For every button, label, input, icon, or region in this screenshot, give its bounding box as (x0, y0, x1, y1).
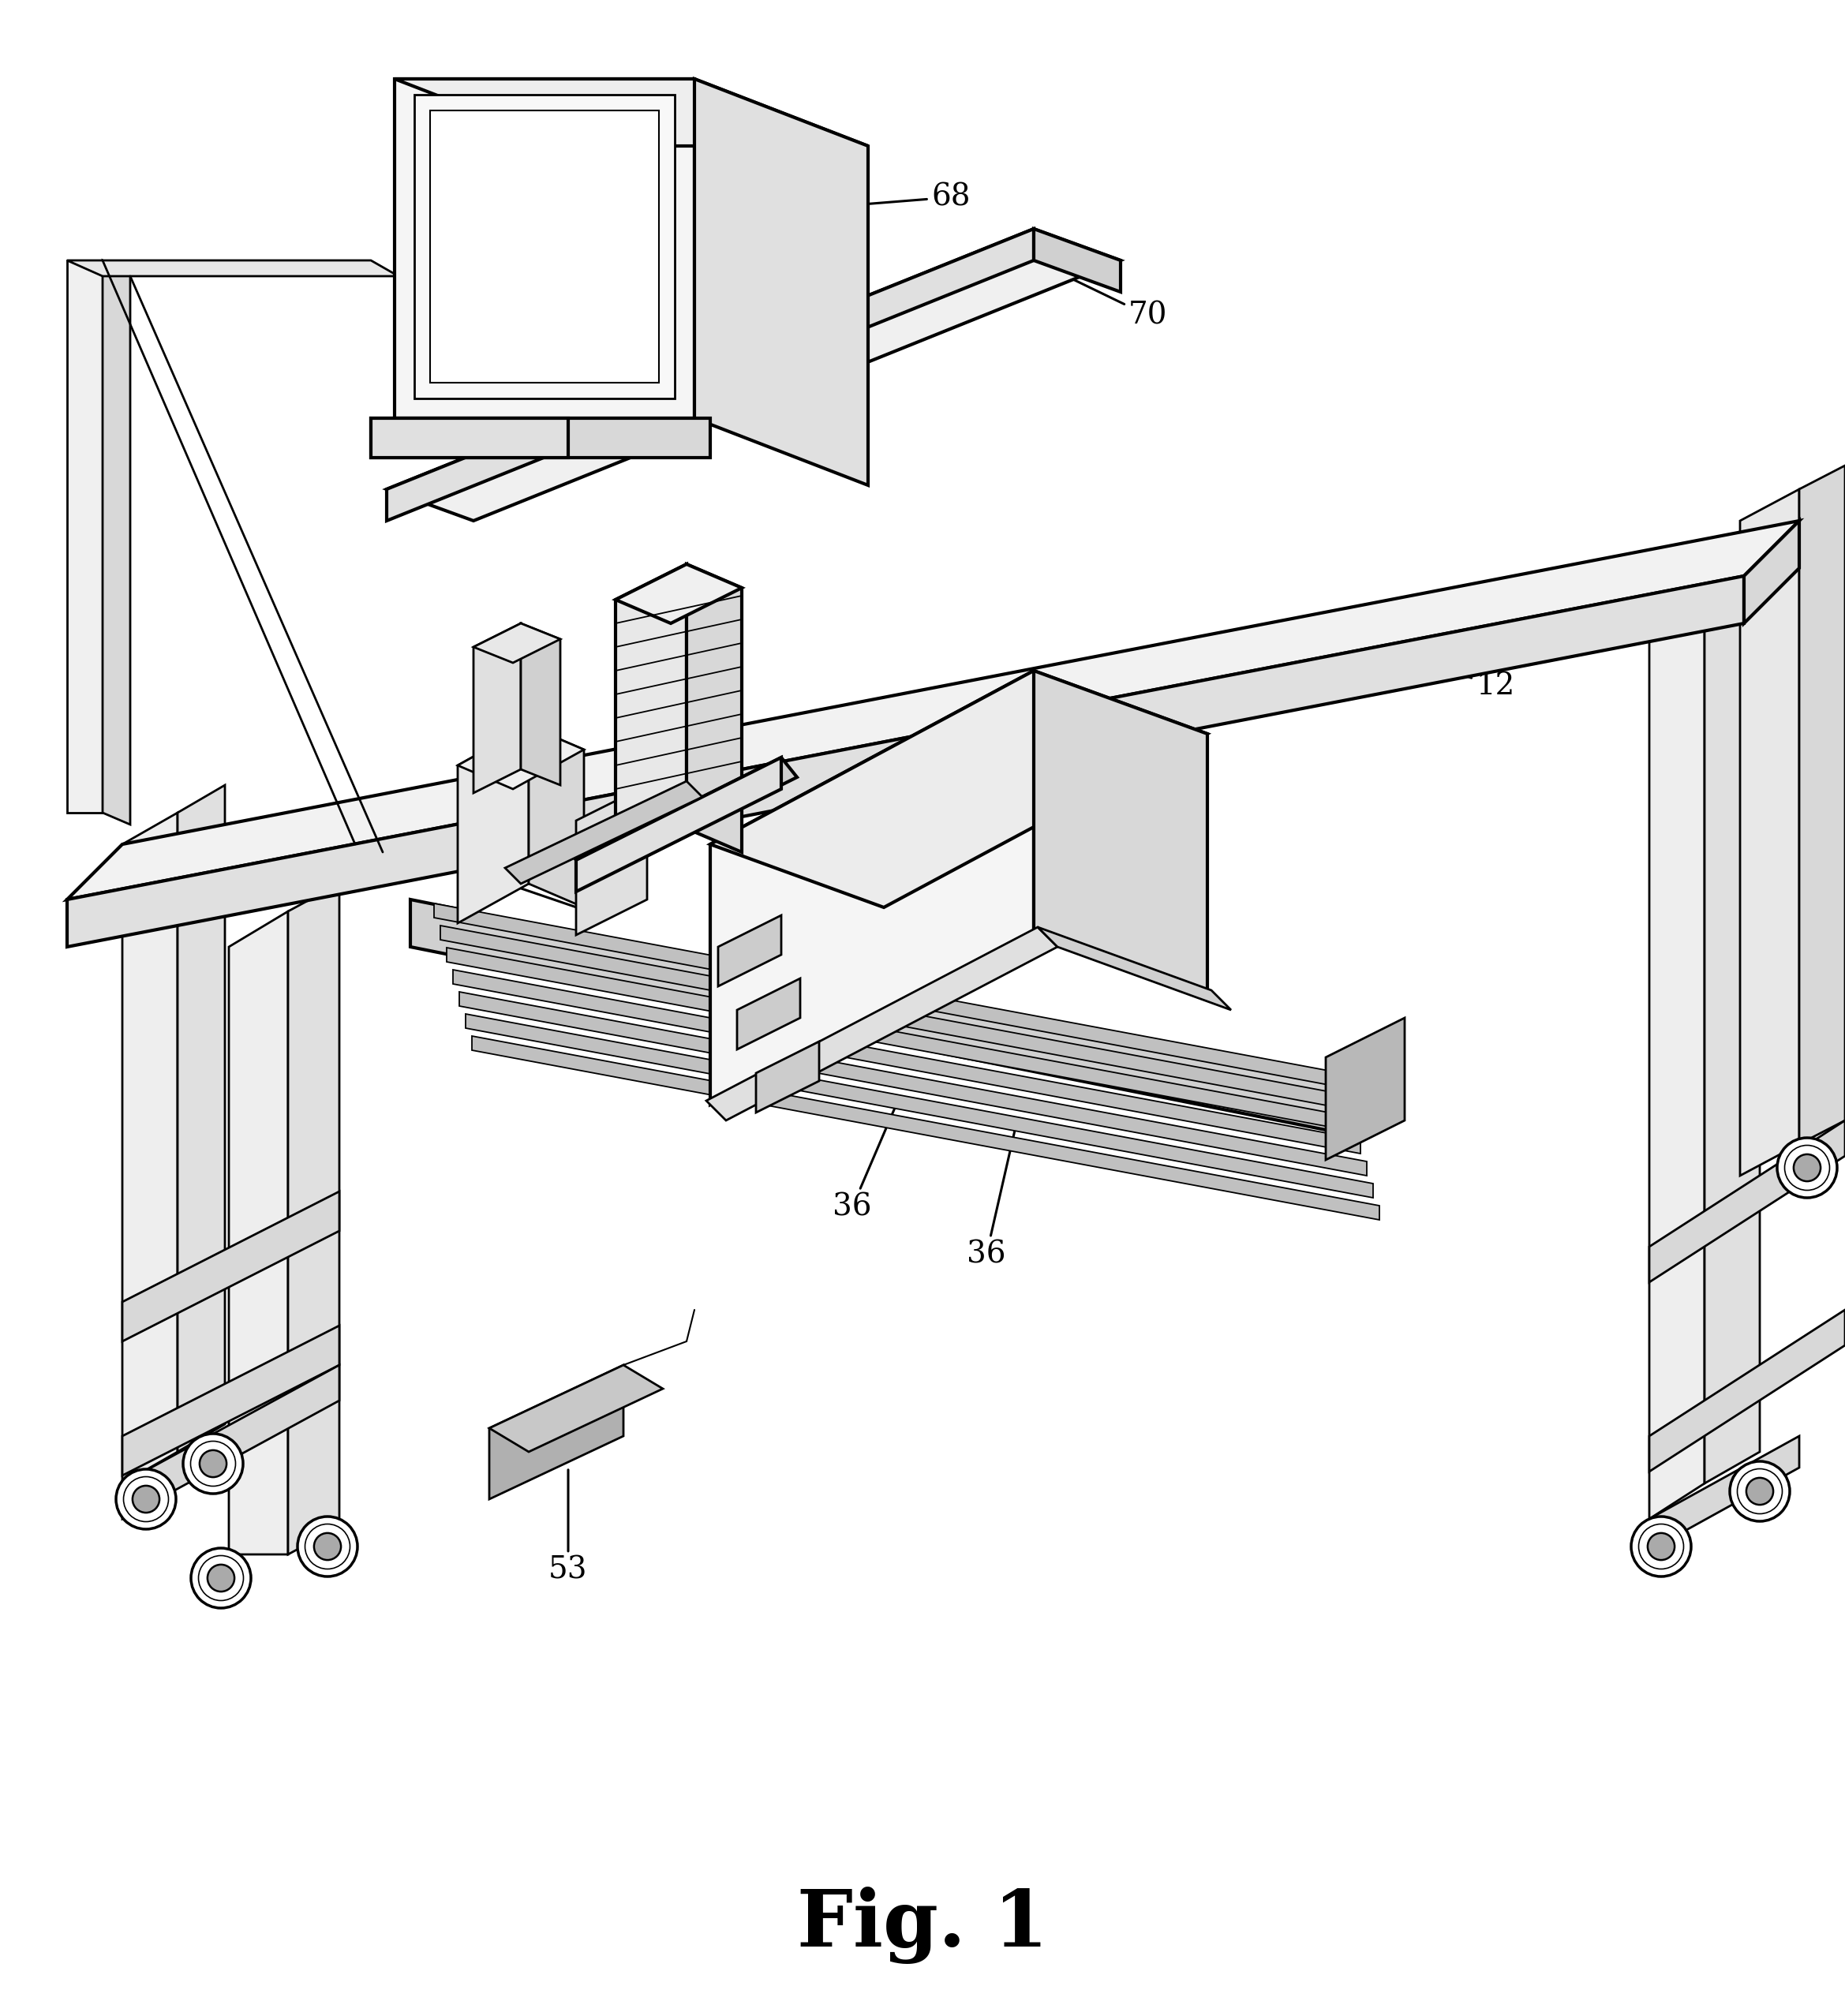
Text: 14: 14 (886, 758, 1033, 796)
Polygon shape (694, 79, 867, 486)
Polygon shape (1327, 1018, 1404, 1159)
Polygon shape (686, 564, 742, 853)
Polygon shape (454, 970, 1360, 1153)
Polygon shape (1740, 490, 1799, 1175)
Polygon shape (718, 915, 780, 986)
Circle shape (1648, 1532, 1675, 1560)
Polygon shape (1037, 927, 1231, 1010)
Polygon shape (229, 911, 288, 1554)
Text: 24: 24 (419, 845, 596, 915)
Polygon shape (707, 927, 1057, 1121)
Circle shape (1777, 1137, 1838, 1198)
Polygon shape (576, 758, 780, 891)
Polygon shape (122, 812, 177, 1484)
Polygon shape (465, 1014, 1373, 1198)
Text: 12: 12 (1343, 631, 1515, 702)
Polygon shape (410, 899, 1358, 1137)
Polygon shape (1744, 520, 1799, 623)
Polygon shape (530, 726, 585, 907)
Polygon shape (576, 784, 648, 935)
Circle shape (1793, 1155, 1821, 1181)
Text: 36: 36 (832, 1099, 899, 1222)
Polygon shape (446, 948, 1354, 1131)
Polygon shape (1033, 671, 1207, 994)
Polygon shape (506, 780, 703, 883)
Polygon shape (459, 992, 1367, 1175)
Polygon shape (474, 623, 561, 663)
Polygon shape (441, 925, 1349, 1109)
Polygon shape (710, 671, 1033, 1105)
Circle shape (116, 1470, 175, 1530)
Polygon shape (434, 903, 1341, 1087)
Polygon shape (520, 623, 561, 784)
Text: 53: 53 (548, 1470, 589, 1585)
Text: Fig. 1: Fig. 1 (797, 1887, 1048, 1964)
Text: 10: 10 (889, 712, 1033, 766)
Text: 36: 36 (967, 1119, 1017, 1270)
Polygon shape (1649, 589, 1705, 1518)
Polygon shape (66, 577, 1744, 948)
Polygon shape (474, 623, 520, 792)
Circle shape (199, 1450, 227, 1478)
Circle shape (207, 1564, 234, 1591)
Polygon shape (1649, 1121, 1845, 1282)
Polygon shape (756, 1042, 819, 1113)
Polygon shape (458, 726, 585, 788)
Polygon shape (458, 726, 530, 923)
Polygon shape (736, 978, 801, 1050)
Polygon shape (371, 417, 710, 458)
Polygon shape (576, 758, 797, 879)
Polygon shape (415, 95, 675, 399)
Polygon shape (395, 79, 694, 417)
Polygon shape (395, 79, 867, 145)
Polygon shape (387, 230, 1033, 520)
Polygon shape (1799, 466, 1845, 1145)
Polygon shape (1649, 1435, 1799, 1550)
Polygon shape (710, 671, 1207, 907)
Polygon shape (122, 1191, 339, 1341)
Polygon shape (430, 111, 659, 383)
Text: 70: 70 (1035, 262, 1168, 331)
Circle shape (297, 1516, 358, 1577)
Circle shape (183, 1433, 244, 1494)
Polygon shape (489, 1365, 624, 1500)
Polygon shape (66, 520, 1799, 899)
Circle shape (133, 1486, 159, 1512)
Polygon shape (1705, 556, 1760, 1484)
Circle shape (1745, 1478, 1773, 1504)
Circle shape (192, 1548, 251, 1609)
Polygon shape (616, 564, 686, 865)
Polygon shape (103, 260, 131, 825)
Polygon shape (177, 784, 225, 1452)
Circle shape (1731, 1462, 1790, 1522)
Polygon shape (122, 1327, 339, 1476)
Polygon shape (472, 1036, 1380, 1220)
Polygon shape (371, 417, 568, 458)
Polygon shape (288, 883, 339, 1554)
Polygon shape (489, 1365, 662, 1452)
Polygon shape (1649, 1310, 1845, 1472)
Circle shape (1631, 1516, 1692, 1577)
Circle shape (314, 1532, 341, 1560)
Polygon shape (1033, 230, 1120, 292)
Polygon shape (616, 564, 742, 623)
Text: 68: 68 (854, 183, 970, 212)
Polygon shape (122, 1365, 339, 1518)
Polygon shape (66, 260, 399, 276)
Polygon shape (66, 260, 103, 812)
Polygon shape (387, 230, 1120, 520)
